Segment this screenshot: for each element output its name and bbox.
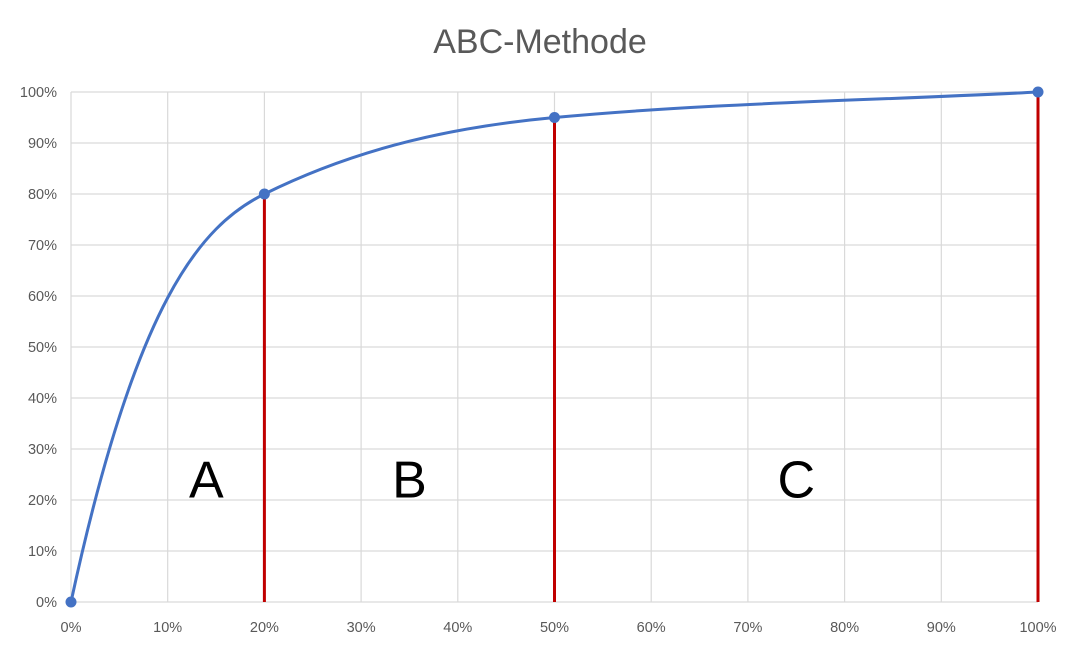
y-tick-label: 20% bbox=[28, 493, 57, 509]
y-tick-label: 30% bbox=[28, 442, 57, 458]
data-point bbox=[1032, 86, 1044, 98]
zone-label-b: B bbox=[392, 452, 427, 510]
y-axis-ticks: 0% 10% 20% 30% 40% 50% 60% 70% 80% 90% 100% bbox=[20, 85, 57, 611]
x-tick-label: 20% bbox=[250, 620, 279, 636]
x-tick-label: 10% bbox=[153, 620, 182, 636]
y-tick-label: 40% bbox=[28, 391, 57, 407]
y-tick-label: 60% bbox=[28, 289, 57, 305]
x-tick-label: 30% bbox=[347, 620, 376, 636]
data-point bbox=[258, 188, 270, 200]
x-axis-ticks: 0% 10% 20% 30% 40% 50% 60% 70% 80% 90% 100% bbox=[61, 620, 1057, 636]
x-tick-label: 80% bbox=[830, 620, 859, 636]
boundary-lines bbox=[262, 92, 1040, 602]
chart-title: ABC-Methode bbox=[433, 23, 647, 61]
series-line bbox=[69, 90, 1040, 604]
data-point bbox=[65, 596, 77, 608]
y-tick-label: 100% bbox=[20, 85, 57, 101]
series-group bbox=[65, 86, 1044, 608]
y-tick-label: 50% bbox=[28, 340, 57, 356]
x-tick-label: 70% bbox=[733, 620, 762, 636]
zone-label-a: A bbox=[189, 452, 224, 510]
x-tick-label: 50% bbox=[540, 620, 569, 636]
zone-labels: A B C bbox=[189, 452, 815, 510]
x-tick-label: 100% bbox=[1019, 620, 1056, 636]
x-tick-label: 0% bbox=[61, 620, 82, 636]
x-tick-label: 40% bbox=[443, 620, 472, 636]
y-tick-label: 80% bbox=[28, 187, 57, 203]
y-tick-label: 0% bbox=[36, 595, 57, 611]
y-tick-label: 10% bbox=[28, 544, 57, 560]
y-tick-label: 90% bbox=[28, 136, 57, 152]
y-tick-label: 70% bbox=[28, 238, 57, 254]
x-tick-label: 60% bbox=[637, 620, 666, 636]
zone-label-c: C bbox=[777, 452, 815, 510]
x-tick-label: 90% bbox=[927, 620, 956, 636]
data-point bbox=[549, 112, 560, 123]
